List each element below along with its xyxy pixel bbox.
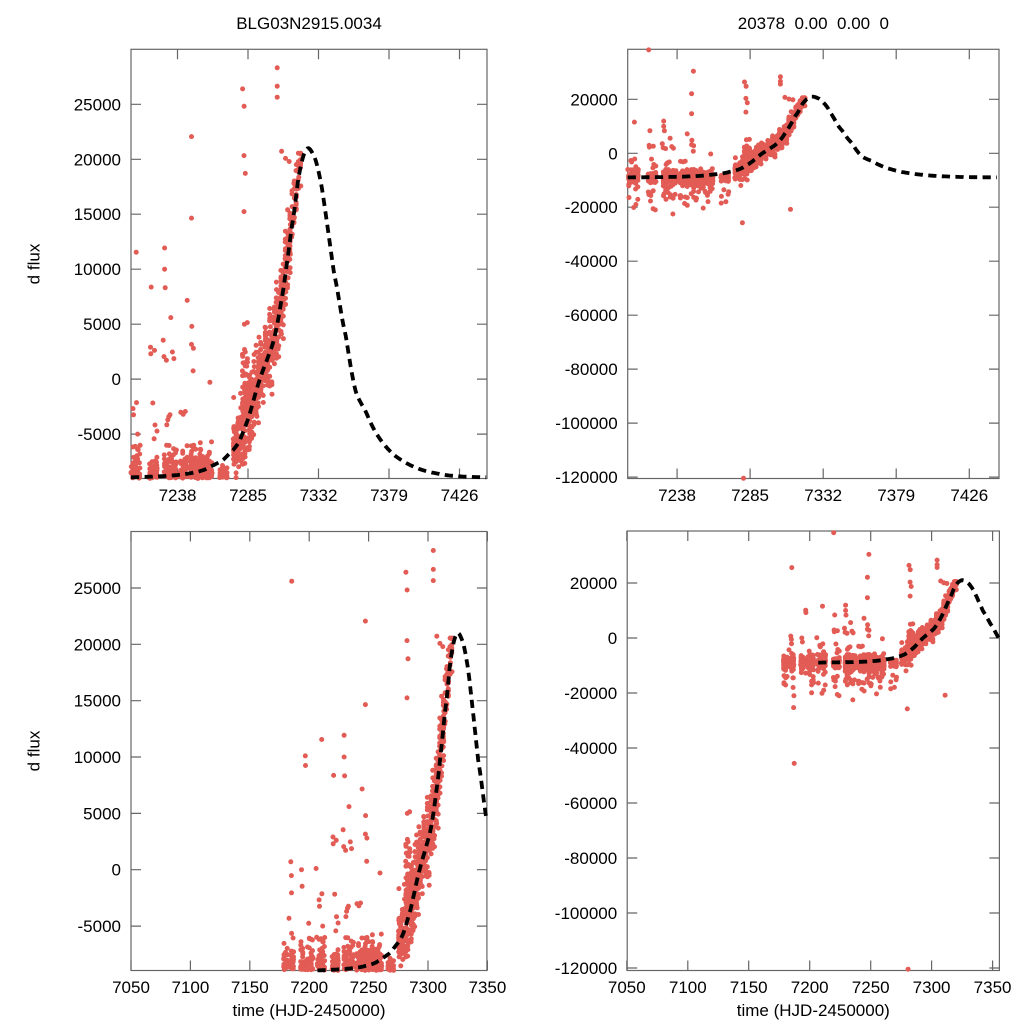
svg-text:-120000: -120000: [555, 959, 617, 978]
svg-text:-5000: -5000: [78, 917, 121, 936]
svg-text:7100: 7100: [171, 978, 209, 997]
svg-text:15000: 15000: [74, 692, 121, 711]
svg-text:-40000: -40000: [565, 252, 618, 271]
svg-text:5000: 5000: [83, 804, 121, 823]
svg-text:7285: 7285: [731, 486, 769, 505]
svg-text:25000: 25000: [74, 579, 121, 598]
svg-text:7150: 7150: [231, 978, 269, 997]
svg-text:10000: 10000: [74, 260, 121, 279]
svg-text:time (HJD-2450000): time (HJD-2450000): [737, 1001, 890, 1020]
svg-text:7332: 7332: [804, 486, 842, 505]
svg-text:7379: 7379: [370, 486, 408, 505]
svg-text:7350: 7350: [974, 978, 1012, 997]
svg-text:20000: 20000: [74, 150, 121, 169]
svg-text:20000: 20000: [74, 635, 121, 654]
svg-text:0: 0: [112, 370, 121, 389]
svg-text:time (HJD-2450000): time (HJD-2450000): [232, 1001, 385, 1020]
svg-text:7250: 7250: [852, 978, 890, 997]
svg-text:7350: 7350: [468, 978, 506, 997]
svg-text:7200: 7200: [290, 978, 328, 997]
svg-text:7285: 7285: [229, 486, 267, 505]
svg-text:10000: 10000: [74, 748, 121, 767]
svg-text:-100000: -100000: [555, 904, 617, 923]
svg-text:-60000: -60000: [565, 306, 618, 325]
svg-text:7238: 7238: [159, 486, 197, 505]
svg-text:-100000: -100000: [555, 414, 617, 433]
svg-text:5000: 5000: [83, 315, 121, 334]
svg-text:-80000: -80000: [565, 360, 618, 379]
svg-text:7150: 7150: [730, 978, 768, 997]
svg-text:-40000: -40000: [564, 739, 617, 758]
svg-text:25000: 25000: [74, 95, 121, 114]
svg-text:-120000: -120000: [555, 468, 617, 487]
svg-text:7050: 7050: [112, 978, 150, 997]
svg-text:BLG03N2915.0034: BLG03N2915.0034: [236, 14, 382, 33]
svg-text:7200: 7200: [791, 978, 829, 997]
svg-text:0: 0: [608, 144, 617, 163]
svg-text:-20000: -20000: [564, 684, 617, 703]
svg-text:7332: 7332: [300, 486, 338, 505]
svg-text:7300: 7300: [409, 978, 447, 997]
svg-text:0: 0: [608, 629, 617, 648]
svg-text:-60000: -60000: [564, 794, 617, 813]
svg-text:-80000: -80000: [564, 849, 617, 868]
svg-text:7300: 7300: [913, 978, 951, 997]
svg-text:15000: 15000: [74, 205, 121, 224]
svg-text:7426: 7426: [441, 486, 479, 505]
svg-text:7379: 7379: [877, 486, 915, 505]
svg-text:-5000: -5000: [78, 425, 121, 444]
svg-text:7426: 7426: [950, 486, 988, 505]
svg-text:-20000: -20000: [565, 198, 618, 217]
svg-text:7050: 7050: [608, 978, 646, 997]
svg-text:20000: 20000: [570, 574, 617, 593]
svg-text:d flux: d flux: [25, 243, 44, 284]
svg-text:20000: 20000: [570, 90, 617, 109]
svg-text:d flux: d flux: [25, 730, 44, 771]
svg-text:7238: 7238: [658, 486, 696, 505]
svg-text:20378 0.00 0.00 0: 20378 0.00 0.00 0: [738, 14, 889, 33]
svg-text:7250: 7250: [350, 978, 388, 997]
svg-text:0: 0: [112, 861, 121, 880]
svg-text:7100: 7100: [669, 978, 707, 997]
